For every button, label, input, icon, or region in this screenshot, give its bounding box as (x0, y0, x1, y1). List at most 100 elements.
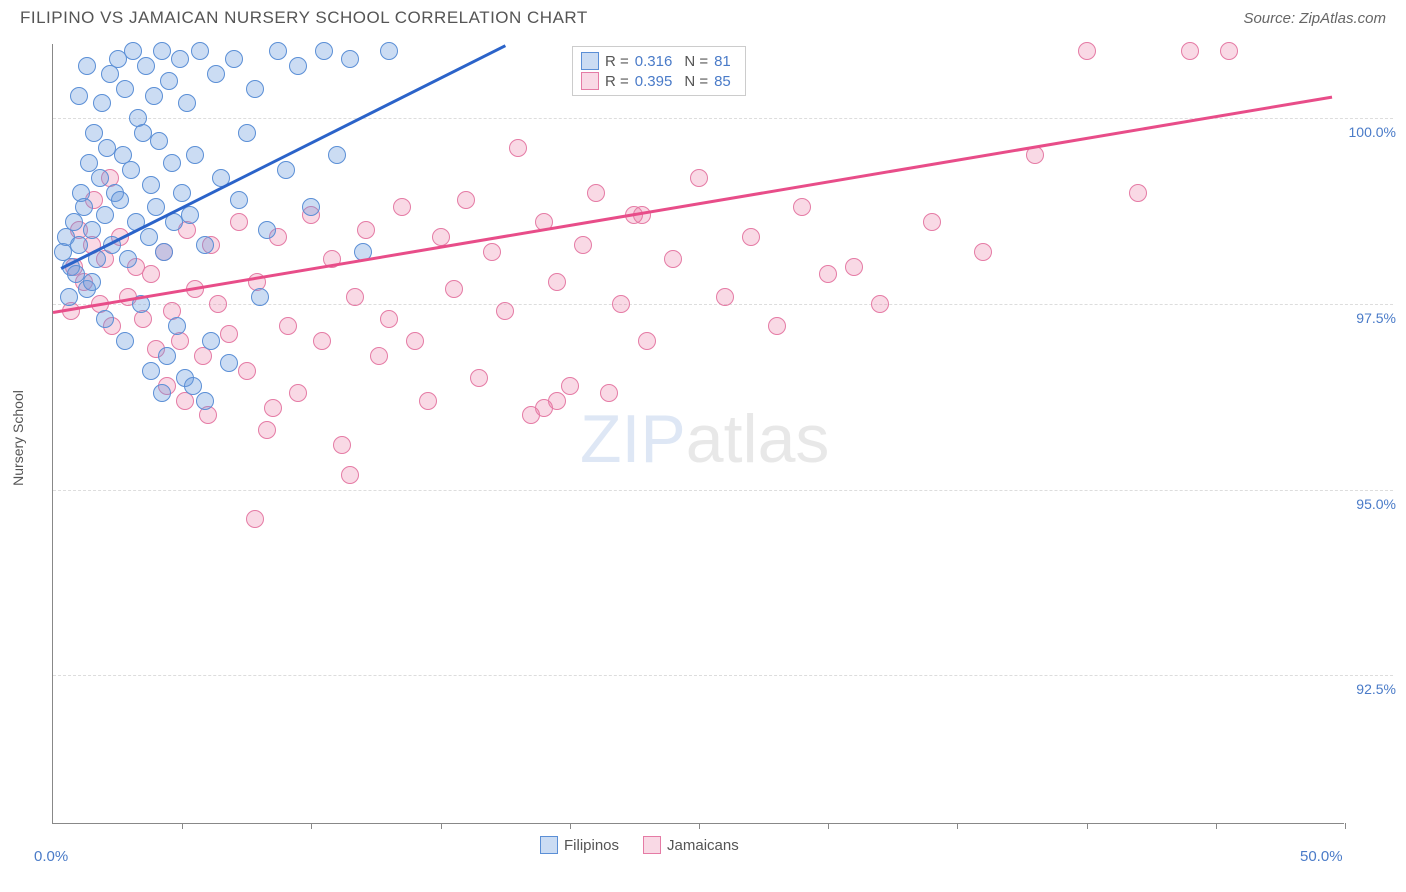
scatter-point (1181, 42, 1199, 60)
y-tick-label: 95.0% (1346, 496, 1396, 512)
x-tick (957, 823, 958, 829)
scatter-point (380, 42, 398, 60)
scatter-point (393, 198, 411, 216)
scatter-point (1220, 42, 1238, 60)
scatter-point (163, 154, 181, 172)
legend-n-value: 85 (714, 73, 731, 90)
scatter-point (155, 243, 173, 261)
scatter-point (315, 42, 333, 60)
legend-r-value: 0.316 (635, 53, 673, 70)
scatter-point (251, 288, 269, 306)
scatter-point (819, 265, 837, 283)
scatter-point (191, 42, 209, 60)
scatter-point (124, 42, 142, 60)
x-tick (828, 823, 829, 829)
scatter-point (153, 384, 171, 402)
scatter-point (122, 161, 140, 179)
bottom-legend-label: Filipinos (564, 837, 619, 854)
scatter-point (142, 265, 160, 283)
scatter-point (302, 198, 320, 216)
y-tick-label: 97.5% (1346, 310, 1396, 326)
x-tick (570, 823, 571, 829)
scatter-point (845, 258, 863, 276)
scatter-point (207, 65, 225, 83)
scatter-point (202, 332, 220, 350)
chart-source: Source: ZipAtlas.com (1243, 10, 1386, 27)
scatter-point (496, 302, 514, 320)
legend-row: R = 0.395N = 85 (581, 71, 737, 91)
scatter-point (279, 317, 297, 335)
scatter-point (341, 50, 359, 68)
scatter-point (70, 87, 88, 105)
scatter-point (160, 72, 178, 90)
scatter-point (742, 228, 760, 246)
scatter-point (328, 146, 346, 164)
scatter-point (289, 57, 307, 75)
scatter-point (168, 317, 186, 335)
scatter-point (509, 139, 527, 157)
scatter-point (470, 369, 488, 387)
scatter-point (78, 57, 96, 75)
scatter-point (445, 280, 463, 298)
scatter-point (93, 94, 111, 112)
scatter-point (612, 295, 630, 313)
scatter-point (238, 124, 256, 142)
scatter-point (370, 347, 388, 365)
scatter-point (289, 384, 307, 402)
scatter-point (346, 288, 364, 306)
scatter-point (119, 250, 137, 268)
legend-n-label: N = (684, 73, 708, 90)
legend-r-label: R = (605, 53, 629, 70)
scatter-point (83, 221, 101, 239)
scatter-point (178, 94, 196, 112)
bottom-legend-item: Jamaicans (643, 836, 739, 854)
x-axis-min-label: 0.0% (34, 848, 68, 865)
bottom-legend-item: Filipinos (540, 836, 619, 854)
scatter-point (871, 295, 889, 313)
chart-title: FILIPINO VS JAMAICAN NURSERY SCHOOL CORR… (20, 8, 588, 28)
x-tick (1087, 823, 1088, 829)
legend-swatch (581, 52, 599, 70)
scatter-point (457, 191, 475, 209)
scatter-point (116, 332, 134, 350)
scatter-point (923, 213, 941, 231)
scatter-point (137, 57, 155, 75)
scatter-point (313, 332, 331, 350)
scatter-point (142, 362, 160, 380)
scatter-point (974, 243, 992, 261)
scatter-point (65, 213, 83, 231)
scatter-point (173, 184, 191, 202)
scatter-point (147, 198, 165, 216)
scatter-point (96, 310, 114, 328)
scatter-point (690, 169, 708, 187)
scatter-point (145, 87, 163, 105)
scatter-point (238, 362, 256, 380)
scatter-point (158, 347, 176, 365)
scatter-point (264, 399, 282, 417)
scatter-point (793, 198, 811, 216)
scatter-point (225, 50, 243, 68)
scatter-point (220, 325, 238, 343)
y-tick-label: 92.5% (1346, 681, 1396, 697)
x-tick (182, 823, 183, 829)
scatter-point (85, 124, 103, 142)
scatter-point (116, 80, 134, 98)
grid-line (53, 490, 1393, 491)
scatter-point (574, 236, 592, 254)
scatter-point (142, 176, 160, 194)
bottom-legend-label: Jamaicans (667, 837, 739, 854)
scatter-point (258, 421, 276, 439)
chart-header: FILIPINO VS JAMAICAN NURSERY SCHOOL CORR… (0, 0, 1406, 32)
scatter-point (716, 288, 734, 306)
scatter-point (184, 377, 202, 395)
y-axis-label: Nursery School (10, 390, 26, 486)
y-tick-label: 100.0% (1346, 124, 1396, 140)
scatter-point (638, 332, 656, 350)
x-tick (1345, 823, 1346, 829)
x-tick (311, 823, 312, 829)
scatter-point (196, 236, 214, 254)
chart-plot-area: 92.5%95.0%97.5%100.0% (52, 44, 1344, 824)
x-tick (699, 823, 700, 829)
scatter-point (432, 228, 450, 246)
x-axis-max-label: 50.0% (1300, 848, 1343, 865)
